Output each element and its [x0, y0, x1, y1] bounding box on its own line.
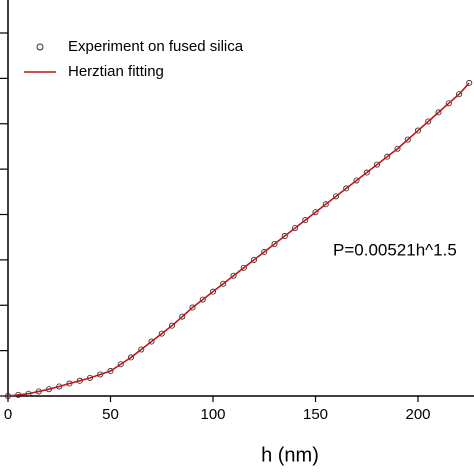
data-point: [394, 145, 401, 152]
data-point: [199, 296, 206, 303]
data-point: [158, 330, 165, 337]
data-point: [404, 136, 411, 143]
data-point: [332, 193, 339, 200]
data-point: [168, 322, 175, 329]
x-tick-label: 0: [4, 406, 12, 423]
data-point: [240, 264, 247, 271]
x-tick-label: 150: [303, 406, 328, 423]
data-point: [466, 79, 473, 86]
data-point: [250, 256, 257, 263]
data-point: [179, 313, 186, 320]
data-point: [343, 185, 350, 192]
fit-line: [7, 82, 470, 397]
data-point: [127, 354, 134, 361]
data-point: [209, 288, 216, 295]
data-point: [107, 368, 114, 375]
data-point: [435, 109, 442, 116]
x-tick-label: 200: [405, 406, 430, 423]
x-axis-label: h (nm): [261, 444, 319, 466]
data-point: [117, 361, 124, 368]
data-point: [373, 161, 380, 168]
data-point: [97, 371, 104, 378]
legend-label: Experiment on fused silica: [68, 38, 244, 55]
data-point: [353, 177, 360, 184]
data-point: [138, 346, 145, 353]
data-point: [230, 272, 237, 279]
data-point: [384, 153, 391, 160]
data-point: [148, 338, 155, 345]
data-point: [281, 233, 288, 240]
annotation: P=0.00521h^1.5: [333, 240, 457, 259]
data-point: [414, 127, 421, 134]
data-point: [189, 304, 196, 311]
data-point: [220, 280, 227, 287]
data-point: [322, 201, 329, 208]
x-tick-label: 50: [102, 406, 119, 423]
data-point: [261, 248, 268, 255]
x-tick-label: 100: [200, 406, 225, 423]
data-point: [455, 91, 462, 98]
data-point: [302, 217, 309, 224]
legend-label: Herztian fitting: [68, 63, 164, 80]
data-point: [271, 240, 278, 247]
data-point: [445, 100, 452, 107]
data-point: [312, 209, 319, 216]
data-point: [363, 169, 370, 176]
data-point: [425, 118, 432, 125]
data-point: [291, 225, 298, 232]
legend-marker: [36, 43, 44, 51]
